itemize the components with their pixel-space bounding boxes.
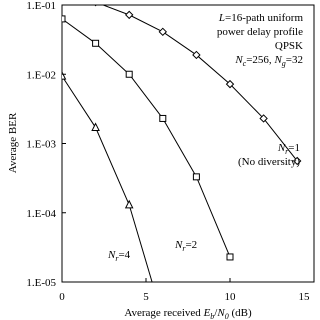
annotation: Nr=1 [277, 142, 300, 156]
data-point [225, 79, 235, 89]
text-segment: =256, [246, 54, 274, 66]
data-point [62, 15, 66, 23]
text-segment: =32 [286, 54, 303, 66]
text-segment: N [107, 249, 116, 261]
y-tick-label: 1.E-01 [26, 0, 56, 12]
x-tick-label: 0 [59, 291, 65, 303]
series-line [62, 18, 231, 258]
text-segment: 0 [225, 312, 229, 320]
y-axis-label: Average BER [7, 112, 19, 173]
y-tick-label: 1.E-05 [26, 277, 56, 289]
x-axis-label: Average received Eb/N0 (dB) [124, 307, 252, 320]
series-line [62, 75, 153, 282]
data-point [292, 156, 302, 166]
annotation: Nr=2 [174, 239, 197, 253]
annotation: Nc=256, Ng=32 [234, 54, 303, 68]
data-point [226, 253, 234, 261]
y-tick-label: 1.E-02 [26, 69, 56, 81]
x-tick-label: 15 [299, 291, 311, 303]
data-point [192, 50, 201, 60]
text-segment: r [182, 244, 186, 253]
x-tick-label: 10 [225, 291, 237, 303]
text-segment: N [216, 307, 225, 319]
data-point [62, 70, 67, 80]
text-segment: =16-path uniform [225, 12, 303, 24]
text-segment: b [210, 312, 214, 320]
text-segment: N [273, 54, 282, 66]
data-point [192, 173, 200, 181]
text-segment: r [285, 147, 289, 156]
text-segment: N [234, 54, 243, 66]
text-segment: r [115, 254, 119, 263]
text-segment: (No diversity) [238, 156, 300, 168]
text-segment: N [277, 142, 286, 154]
text-segment: power delay profile [217, 26, 303, 38]
text-segment: c [243, 59, 247, 68]
annotation: power delay profile [217, 26, 303, 38]
data-point [124, 199, 134, 209]
annotation: L=16-path uniform [218, 12, 304, 24]
data-point [259, 114, 268, 123]
data-point [91, 122, 100, 132]
plot-area [62, 5, 302, 282]
data-point [94, 5, 97, 7]
data-point [124, 10, 134, 20]
data-point [158, 27, 168, 37]
text-segment: L [218, 12, 225, 24]
data-point [92, 39, 100, 47]
annotation: QPSK [275, 40, 303, 52]
text-segment: Average received [124, 307, 203, 319]
x-tick-label: 5 [143, 291, 149, 303]
text-segment: QPSK [275, 40, 303, 52]
annotation: (No diversity) [238, 156, 300, 168]
y-tick-label: 1.E-03 [26, 139, 56, 151]
text-segment: N [174, 239, 183, 251]
text-segment: / [214, 307, 218, 319]
text-segment: =4 [118, 249, 130, 261]
text-segment: (dB) [229, 307, 252, 319]
text-segment: g [282, 59, 286, 68]
data-point [159, 114, 167, 122]
data-point [125, 70, 133, 78]
annotation: Nr=4 [107, 249, 131, 263]
y-tick-label: 1.E-04 [26, 208, 56, 220]
text-segment: =1 [288, 142, 300, 154]
text-segment: =2 [185, 239, 197, 251]
text-segment: E [203, 307, 211, 319]
